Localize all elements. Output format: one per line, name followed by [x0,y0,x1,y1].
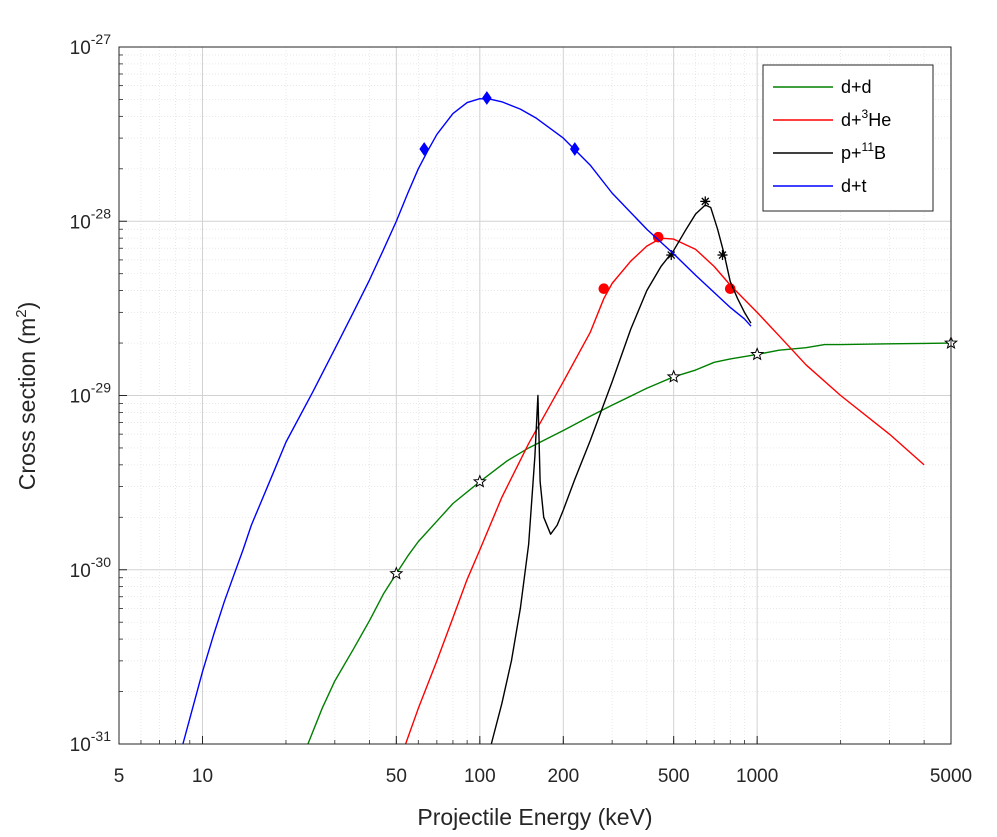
asterisk-stroke [718,251,727,259]
x-tick-label: 100 [464,766,496,787]
x-tick-label: 500 [658,766,690,787]
series-marker-dt [569,142,580,156]
series-layer [182,91,959,745]
legend-label-pb11: p+11B [841,140,886,163]
asterisk-stroke [701,197,710,206]
series-dt [182,91,752,745]
series-marker-dhe3 [652,231,664,243]
legend-label-dd: d+d [841,77,872,97]
x-tick-label: 50 [386,766,407,787]
y-tick-label: 10-27 [70,31,112,59]
series-pb11 [490,196,752,745]
y-tick-label: 10-28 [70,205,112,233]
series-marker-dt [419,142,429,156]
x-axis-label: Projectile Energy (keV) [417,804,652,830]
y-axis-label: Cross section (m2) [13,302,40,491]
x-tick-label: 200 [547,766,579,787]
legend-label-dhe3: d+3He [841,107,891,130]
series-marker-dd [472,474,487,488]
series-dhe3 [404,231,925,745]
y-axis-label-main: Cross section (m [14,318,40,491]
x-tick-label: 10 [192,766,213,787]
series-line-dd [307,342,952,745]
series-marker-dt [482,91,492,105]
legend: d+d d+3He p+11B d+t [762,64,934,212]
series-marker-dd [750,347,765,361]
series-marker-pb11 [700,196,711,207]
series-marker-pb11 [717,250,728,261]
y-axis-label-sup: 2 [13,309,30,317]
legend-label-dt: d+t [841,176,867,196]
y-tick-label: 10-29 [70,380,112,408]
x-tick-labels: 5 10 50 100 200 500 1000 5000 [114,766,972,787]
series-marker-dhe3 [598,283,610,295]
series-line-dhe3 [404,237,925,745]
axis-ticks [118,46,952,745]
series-dd [307,335,959,745]
x-tick-label: 5 [114,766,125,787]
y-tick-label: 10-31 [70,728,112,756]
x-tick-label: 1000 [736,766,778,787]
y-tick-labels: 10-31 10-30 10-29 10-28 10-27 [70,31,112,756]
series-marker-dd [666,369,681,383]
series-line-dt [182,98,752,745]
series-line-pb11 [490,204,752,745]
x-tick-label: 5000 [930,766,972,787]
y-axis-label-tail: ) [14,302,40,310]
y-tick-label: 10-30 [70,554,112,582]
series-marker-dd [389,566,404,580]
asterisk-stroke [667,251,676,259]
